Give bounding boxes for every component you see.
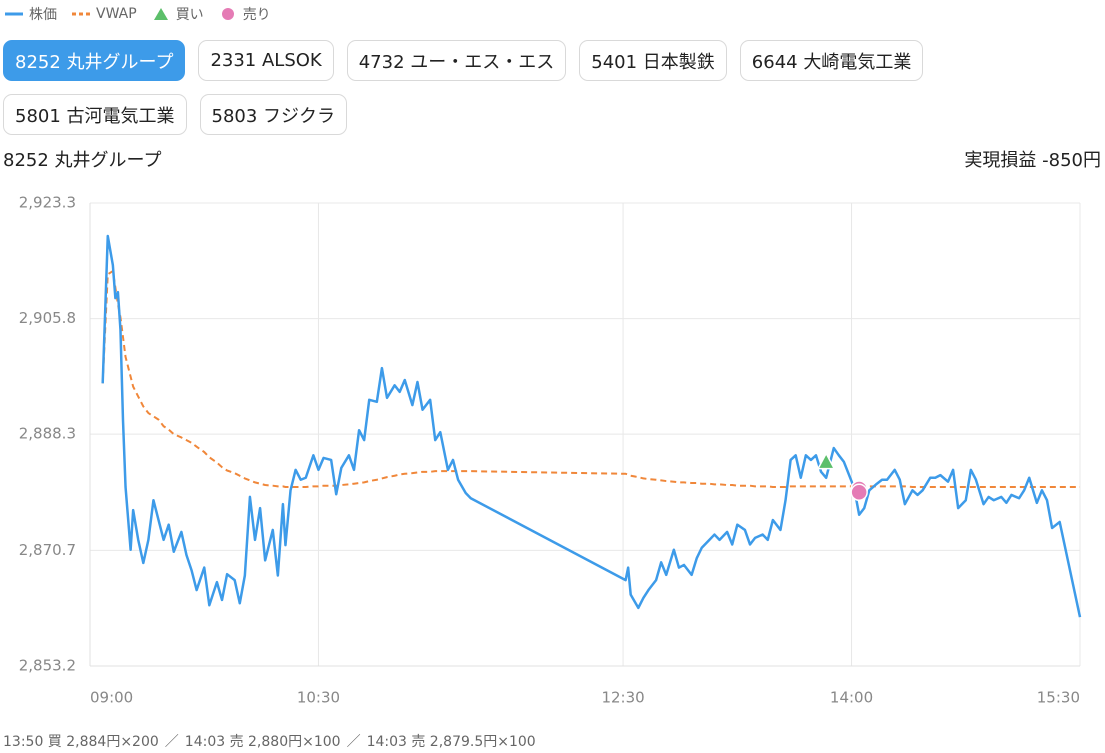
separator: ／ xyxy=(346,734,361,750)
stock-tab[interactable]: 5803 フジクラ xyxy=(199,94,348,135)
stock-tab[interactable]: 6644 大崎電気工業 xyxy=(739,40,924,81)
stock-tab[interactable]: 5801 古河電気工業 xyxy=(3,94,187,135)
legend: 株価 VWAP 買い 売り xyxy=(4,3,271,25)
legend-label: 買い xyxy=(175,7,204,23)
stock-tab[interactable]: 2331 ALSOK xyxy=(198,40,334,81)
x-tick-label: 09:00 xyxy=(90,689,133,707)
buy-marker xyxy=(816,451,836,470)
y-tick-label: 2,923.3 xyxy=(19,194,76,212)
legend-label: 売り xyxy=(242,7,271,23)
x-tick-label: 10:30 xyxy=(297,689,340,707)
fills-footer: 13:50 買 2,884円×200 ／ 14:03 売 2,880円×100 ／ 14… xyxy=(3,731,536,751)
fill-entry: 14:03 売 2,880円×100 xyxy=(184,734,341,750)
legend-item: 株価 xyxy=(4,4,57,24)
x-tick-label: 12:30 xyxy=(601,689,644,707)
stock-tab[interactable]: 8252 丸井グループ xyxy=(3,40,186,81)
sell-marker xyxy=(850,483,868,502)
legend-item: 売り xyxy=(218,4,271,24)
legend-triangle xyxy=(153,8,168,20)
stock-tab[interactable]: 4732 ユー・エス・エス xyxy=(346,40,567,81)
legend-item: 買い xyxy=(151,4,204,24)
x-tick-label: 14:00 xyxy=(830,689,873,707)
y-tick-label: 2,888.3 xyxy=(19,425,76,443)
legend-circle xyxy=(221,8,234,20)
legend-icon xyxy=(153,8,168,20)
price-line xyxy=(101,234,1082,618)
x-tick-label: 15:30 xyxy=(1037,689,1080,707)
y-tick-label: 2,853.2 xyxy=(19,657,76,675)
legend-label: 株価 xyxy=(29,7,57,23)
legend-item: VWAP xyxy=(71,6,137,22)
stock-tabs: 8252 丸井グループ 2331 ALSOK 4732 ユー・エス・エス 5401 日… xyxy=(3,40,1013,135)
legend-icon xyxy=(72,12,90,16)
realized-pnl: 実現損益 -850円 xyxy=(964,150,1101,171)
fill-entry: 13:50 買 2,884円×200 xyxy=(3,734,159,750)
legend-icon xyxy=(5,12,23,16)
fill-entry: 14:03 売 2,879.5円×100 xyxy=(366,734,536,750)
stock-tab[interactable]: 5401 日本製鉄 xyxy=(579,40,727,81)
vwap-line xyxy=(101,270,1080,489)
separator: ／ xyxy=(164,734,179,750)
legend-label: VWAP xyxy=(96,6,137,22)
legend-icon xyxy=(221,8,234,20)
y-tick-label: 2,870.7 xyxy=(19,541,76,559)
y-tick-label: 2,905.8 xyxy=(19,309,76,327)
chart-title: 8252 丸井グループ xyxy=(3,150,162,171)
